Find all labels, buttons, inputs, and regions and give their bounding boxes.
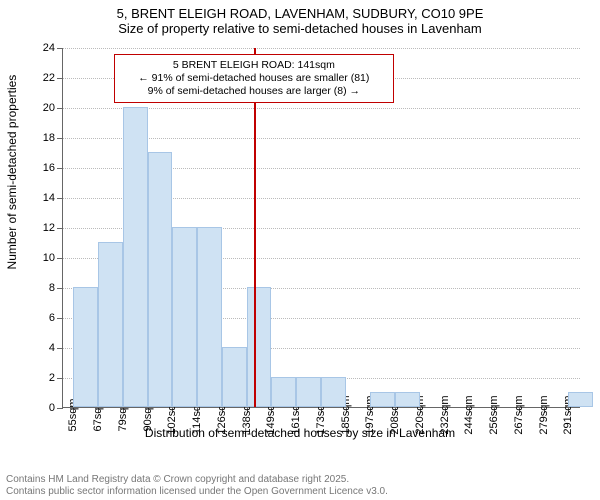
y-tick: [57, 258, 63, 259]
y-tick-label: 4: [49, 342, 55, 354]
attribution-footer: Contains HM Land Registry data © Crown c…: [6, 474, 388, 498]
y-tick: [57, 348, 63, 349]
histogram-bar: [271, 377, 296, 407]
y-tick: [57, 318, 63, 319]
callout-line-1: 5 BRENT ELEIGH ROAD: 141sqm: [121, 59, 387, 72]
y-tick-label: 24: [43, 42, 55, 54]
y-tick: [57, 378, 63, 379]
chart-container: 5, BRENT ELEIGH ROAD, LAVENHAM, SUDBURY,…: [0, 0, 600, 500]
histogram-bar: [370, 392, 395, 407]
y-tick: [57, 108, 63, 109]
y-tick: [57, 138, 63, 139]
y-tick-label: 6: [49, 312, 55, 324]
chart-wrap: Number of semi-detached properties 02468…: [0, 40, 600, 460]
histogram-bar: [247, 287, 272, 407]
histogram-bar: [197, 227, 222, 407]
histogram-bar: [395, 392, 420, 407]
y-axis-title: Number of semi-detached properties: [5, 75, 19, 270]
y-tick-label: 12: [43, 222, 55, 234]
x-tick-label: 267sqm: [513, 395, 525, 434]
x-tick-label: 244sqm: [463, 395, 475, 434]
y-tick: [57, 198, 63, 199]
histogram-bar: [123, 107, 148, 407]
footer-line-2: Contains public sector information licen…: [6, 486, 388, 498]
y-tick: [57, 288, 63, 289]
histogram-bar: [568, 392, 593, 407]
histogram-bar: [222, 347, 247, 407]
x-axis-title: Distribution of semi-detached houses by …: [145, 426, 455, 440]
y-tick: [57, 48, 63, 49]
histogram-bar: [172, 227, 197, 407]
plot-area: 02468101214161820222455sqm67sqm79sqm90sq…: [62, 48, 580, 408]
x-tick-label: 279sqm: [538, 395, 550, 434]
histogram-bar: [148, 152, 173, 407]
reference-callout: 5 BRENT ELEIGH ROAD: 141sqm ← 91% of sem…: [114, 54, 394, 103]
y-tick-label: 2: [49, 372, 55, 384]
callout-line-2: ← 91% of semi-detached houses are smalle…: [121, 72, 387, 85]
y-tick-label: 20: [43, 102, 55, 114]
histogram-bar: [73, 287, 98, 407]
x-tick-label: 256sqm: [488, 395, 500, 434]
y-tick: [57, 228, 63, 229]
histogram-bar: [296, 377, 321, 407]
y-tick-label: 8: [49, 282, 55, 294]
y-tick: [57, 408, 63, 409]
gridline-h: [63, 48, 580, 49]
y-tick-label: 14: [43, 192, 55, 204]
title-line-1: 5, BRENT ELEIGH ROAD, LAVENHAM, SUDBURY,…: [0, 6, 600, 21]
title-line-2: Size of property relative to semi-detach…: [0, 21, 600, 36]
histogram-bar: [98, 242, 123, 407]
callout-line-3: 9% of semi-detached houses are larger (8…: [121, 85, 387, 98]
y-tick-label: 22: [43, 72, 55, 84]
title-block: 5, BRENT ELEIGH ROAD, LAVENHAM, SUDBURY,…: [0, 0, 600, 36]
y-tick: [57, 168, 63, 169]
y-tick-label: 10: [43, 252, 55, 264]
y-tick-label: 18: [43, 132, 55, 144]
y-tick-label: 16: [43, 162, 55, 174]
histogram-bar: [321, 377, 346, 407]
y-tick: [57, 78, 63, 79]
footer-line-1: Contains HM Land Registry data © Crown c…: [6, 474, 388, 486]
y-tick-label: 0: [49, 402, 55, 414]
